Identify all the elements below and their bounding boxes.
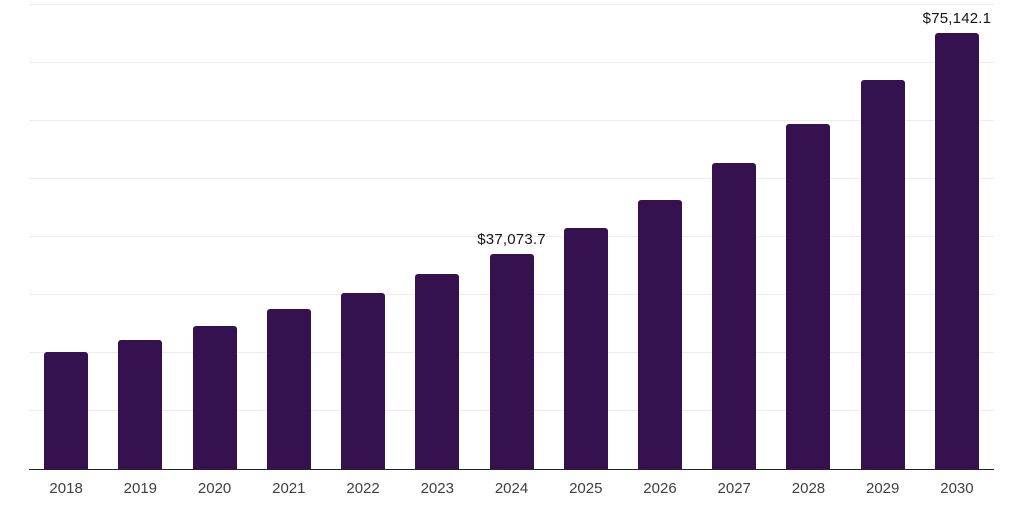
bar-2025[interactable]: [563, 228, 608, 469]
x-tick-2026: 2026: [643, 480, 677, 497]
gridline-60000: [29, 120, 994, 121]
x-tick-2024: 2024: [494, 480, 529, 497]
bar-slot-2022: [326, 5, 400, 469]
x-tick-2021: 2021: [272, 480, 306, 497]
x-axis-tick-labels: 2018 2019 2020 2021 2022 2023 2024 2025 2026 2027…: [29, 477, 994, 501]
x-tick-2018: 2018: [49, 480, 83, 497]
bar-slot-2026: [623, 5, 697, 469]
bar-2030[interactable]: [934, 33, 979, 469]
bar-2024[interactable]: [489, 253, 534, 469]
bar-2019[interactable]: [118, 339, 163, 469]
bar-slot-2019: [103, 5, 177, 469]
bar-slot-2025: [549, 5, 623, 469]
data-label-2024: $37,073.7: [477, 230, 546, 248]
bar-slot-2028: [771, 5, 845, 469]
x-tick-2023: 2023: [420, 480, 454, 497]
bar-2029[interactable]: [860, 79, 905, 469]
data-label-2030: $75,142.1: [922, 10, 992, 28]
gridline-40000: [29, 236, 994, 237]
x-tick-2029: 2029: [866, 480, 900, 497]
bar-slot-2021: [252, 5, 326, 469]
gridline-50000: [29, 178, 994, 179]
bar-2021[interactable]: [266, 308, 311, 469]
bar-slot-2029: [846, 5, 920, 469]
bar-slot-2030: $75,142.1: [920, 5, 994, 469]
x-tick-2022: 2022: [346, 480, 380, 497]
x-tick-2020: 2020: [197, 480, 232, 497]
bar-slot-2027: [697, 5, 771, 469]
x-axis-line: [29, 469, 994, 470]
bar-2027[interactable]: [712, 162, 757, 469]
gridline-70000: [29, 62, 994, 63]
bar-slot-2023: [400, 5, 474, 469]
bar-2026[interactable]: [637, 199, 682, 469]
bar-slot-2018: [29, 5, 103, 469]
x-tick-2025: 2025: [569, 480, 603, 497]
gridline-80000: [29, 4, 994, 5]
bar-slot-2024: $37,073.7: [474, 5, 548, 469]
bar-2020[interactable]: [192, 325, 237, 469]
bar-2023[interactable]: [415, 274, 460, 469]
bar-slot-2020: [177, 5, 251, 469]
bar-2022[interactable]: [341, 292, 386, 469]
x-tick-2027: 2027: [717, 480, 751, 497]
x-tick-2030: 2030: [940, 480, 974, 497]
x-tick-2019: 2019: [123, 480, 158, 497]
x-tick-2028: 2028: [791, 480, 826, 497]
bar-2018[interactable]: [44, 352, 89, 469]
plot-area: $37,073.7 $75,142.1: [29, 4, 994, 470]
bar-2028[interactable]: [786, 123, 831, 469]
